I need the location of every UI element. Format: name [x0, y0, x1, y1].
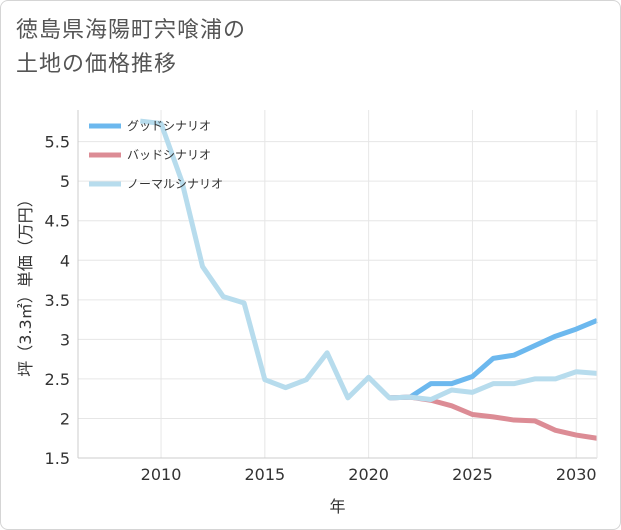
series-lines: [139, 118, 598, 441]
y-tick-label: 3.5: [45, 291, 70, 310]
y-tick-label: 3: [60, 330, 70, 349]
y-tick-label: 4.5: [45, 212, 70, 231]
y-axis-title: 坪（3.3㎡）単価（万円）: [16, 191, 35, 376]
chart-title: 徳島県海陽町宍喰浦の 土地の価格推移: [16, 14, 246, 82]
legend-label-good: グッドシナリオ: [127, 119, 211, 133]
x-tick-label: 2020: [348, 465, 389, 484]
legend-label-bad: バッドシナリオ: [127, 148, 211, 162]
chart-title-line-2: 土地の価格推移: [16, 52, 178, 77]
y-tick-label: 5.5: [45, 133, 70, 152]
legend-label-normal: ノーマルシナリオ: [127, 177, 223, 191]
x-tick-label: 2030: [556, 465, 597, 484]
chart-title-line-1: 徳島県海陽町宍喰浦の: [16, 18, 247, 43]
y-tick-label: 5: [60, 172, 70, 191]
y-tick-label: 1.5: [45, 449, 70, 468]
y-tick-label: 2.5: [45, 370, 70, 389]
grid-lines: [78, 110, 597, 459]
y-tick-label: 2: [60, 409, 70, 428]
y-tick-label: 4: [60, 251, 70, 270]
series-line-bad: [389, 394, 598, 441]
axes: 1.5 2 2.5 3 3.5 4 4.5 5 5.5 2010 2015 2020 2025 2030: [45, 110, 598, 484]
x-axis-title: 年: [329, 497, 345, 516]
series-line-normal: [139, 118, 598, 402]
x-tick-label: 2025: [452, 465, 493, 484]
x-tick-label: 2015: [244, 465, 285, 484]
series-line-good: [389, 318, 598, 401]
x-tick-label: 2010: [141, 465, 182, 484]
